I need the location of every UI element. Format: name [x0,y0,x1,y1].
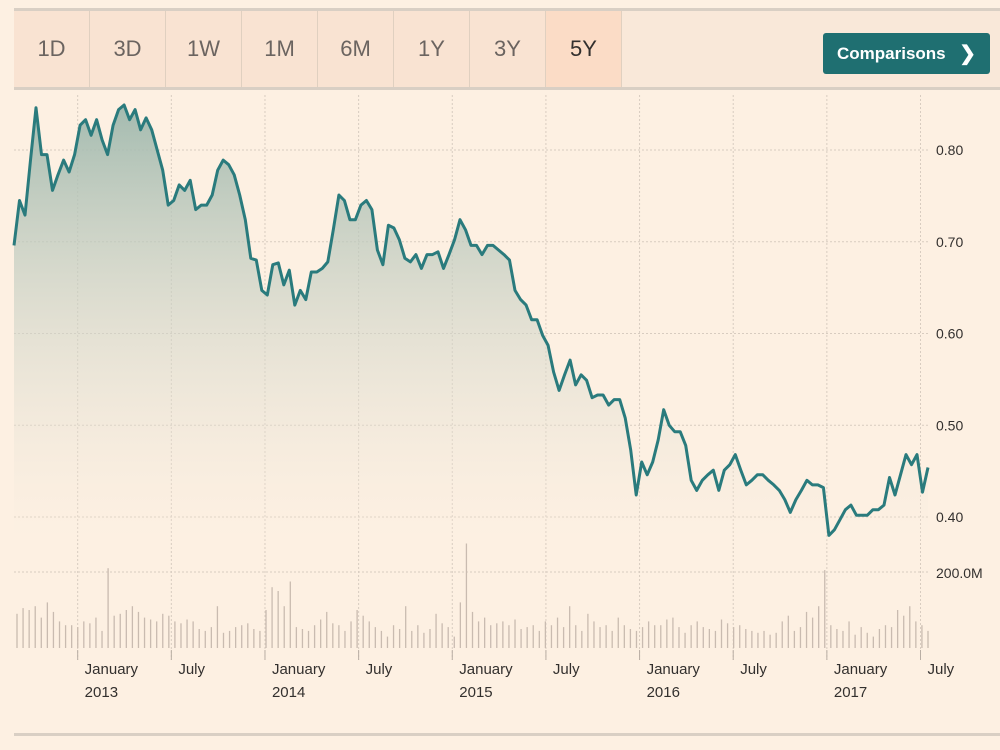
y-tick-label: 0.60 [936,326,963,342]
y-tick-label: 0.80 [936,142,963,158]
x-tick-year: 2013 [85,684,118,701]
range-tab-1d[interactable]: 1D [14,11,90,87]
y-tick-label: 0.70 [936,234,963,250]
x-tick-label: January [272,661,326,678]
range-tab-1w[interactable]: 1W [166,11,242,87]
y-tick-label: 0.40 [936,509,963,525]
range-tab-1m[interactable]: 1M [242,11,318,87]
volume-axis-label: 200.0M [936,565,983,581]
range-tab-3y[interactable]: 3Y [470,11,546,87]
chevron-right-icon: ❯ [959,43,976,65]
range-tab-5y[interactable]: 5Y [546,11,622,87]
x-tick-year: 2016 [647,684,680,701]
range-toolbar: 1D 3D 1W 1M 6M 1Y 3Y 5Y Comparisons ❯ [14,8,1000,90]
x-tick-label: January [459,661,513,678]
x-tick-label: July [740,661,767,678]
range-tab-3d[interactable]: 3D [90,11,166,87]
x-tick-year: 2015 [459,684,492,701]
price-line [12,103,930,537]
comparisons-button[interactable]: Comparisons ❯ [823,33,990,74]
x-tick-label: July [928,661,955,678]
range-tabs: 1D 3D 1W 1M 6M 1Y 3Y 5Y [14,11,622,87]
x-tick-label: July [366,661,393,678]
bottom-divider [14,733,1000,736]
x-tick-year: 2017 [834,684,867,701]
price-area [14,105,928,540]
x-tick-label: July [553,661,580,678]
x-tick-label: January [85,661,139,678]
x-tick-label: July [178,661,205,678]
y-tick-label: 0.50 [936,417,963,433]
x-tick-label: January [647,661,701,678]
comparisons-label: Comparisons [837,43,946,63]
x-tick-year: 2014 [272,684,305,701]
x-tick-label: January [834,661,888,678]
range-tab-1y[interactable]: 1Y [394,11,470,87]
range-tab-6m[interactable]: 6M [318,11,394,87]
